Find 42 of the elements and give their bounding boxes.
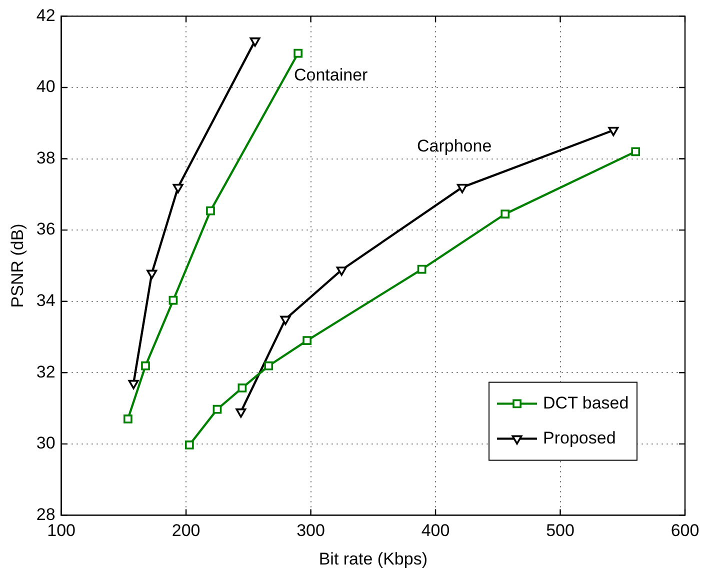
y-tick-label: 38 <box>36 148 56 168</box>
point <box>141 361 150 370</box>
point <box>128 380 139 390</box>
y-tick-label: 32 <box>36 362 56 382</box>
point <box>146 270 158 280</box>
y-tick-label: 36 <box>36 220 56 239</box>
x-tick-label: 400 <box>421 521 450 540</box>
x-tick-label: 500 <box>546 521 574 540</box>
point <box>456 184 468 194</box>
y-axis-title: PSNR (dB) <box>8 224 27 308</box>
x-tick-label: 300 <box>296 521 325 540</box>
y-tick-label: 30 <box>36 434 56 453</box>
point <box>168 296 178 305</box>
point <box>206 206 215 216</box>
x-axis-title: Bit rate (Kbps) <box>318 549 428 568</box>
y-tick-label: 40 <box>36 77 56 96</box>
point <box>294 48 302 58</box>
point <box>212 404 222 414</box>
point <box>123 414 132 424</box>
point <box>236 408 246 418</box>
point <box>238 384 247 392</box>
point <box>250 37 260 47</box>
point <box>631 147 640 156</box>
point <box>608 126 619 136</box>
x-tick-label: 100 <box>47 521 76 540</box>
y-tick-label: 42 <box>36 6 56 25</box>
point <box>417 264 426 274</box>
point <box>184 440 194 450</box>
point <box>264 361 274 370</box>
annotation: Container <box>294 66 368 85</box>
point <box>172 184 184 194</box>
legend-label: DCT based <box>543 393 629 412</box>
x-tick-label: 600 <box>670 521 700 540</box>
y-tick-label: 34 <box>36 291 56 310</box>
y-tick-label: 28 <box>36 504 56 524</box>
annotation: Carphone <box>417 136 492 156</box>
point <box>280 316 291 326</box>
point <box>302 336 312 345</box>
legend-label: Proposed <box>543 428 616 448</box>
point <box>500 210 510 218</box>
x-tick-label: 200 <box>172 521 200 540</box>
point <box>336 266 347 276</box>
